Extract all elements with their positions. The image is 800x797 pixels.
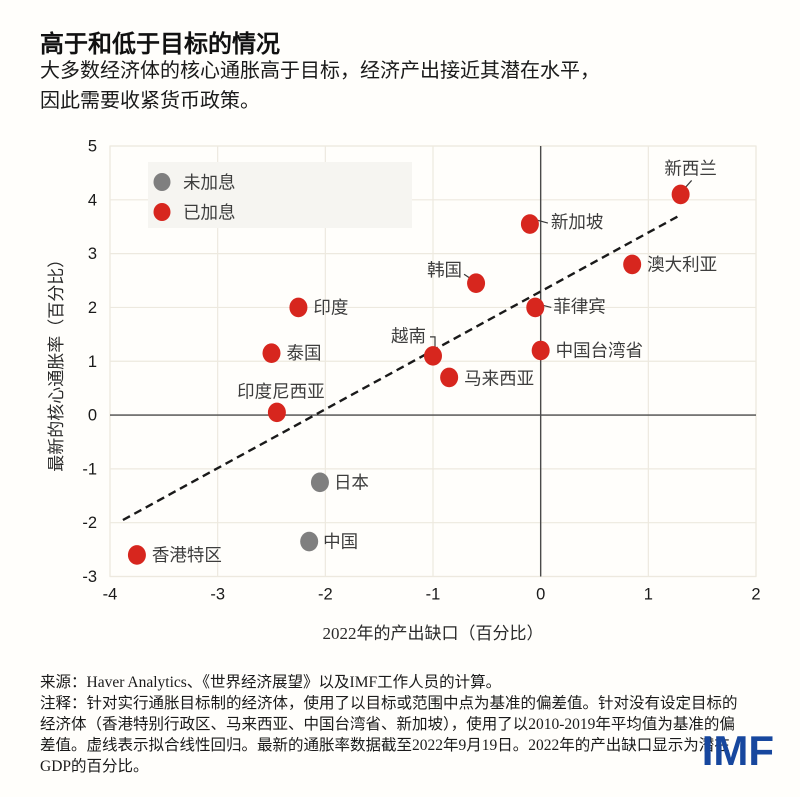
data-point-label: 印度	[313, 297, 348, 317]
data-point-label: 韩国	[427, 260, 462, 280]
data-point-label: 日本	[334, 472, 369, 492]
plot-border	[109, 145, 757, 578]
leader-line	[536, 219, 549, 224]
subtitle-line-1: 大多数经济体的核心通胀高于目标，经济产出接近其潜在水平，	[40, 60, 600, 82]
figure-subtitle: 大多数经济体的核心通胀高于目标，经济产出接近其潜在水平， 因此需要收紧货币政策。	[40, 56, 600, 116]
figure-title: 高于和低于目标的情况	[40, 31, 280, 58]
data-point-label: 泰国	[287, 343, 322, 363]
leader-line	[543, 304, 552, 309]
y-tick-label: 4	[88, 191, 97, 209]
y-tick-label: 1	[88, 353, 97, 371]
legend-box	[148, 162, 412, 228]
data-point-label: 澳大利亚	[647, 254, 717, 274]
y-tick-label: 2	[88, 299, 97, 317]
data-point	[520, 214, 539, 234]
x-tick-label: 1	[644, 586, 653, 604]
y-tick-label: -3	[82, 568, 97, 586]
data-point-label: 越南	[391, 326, 426, 346]
scatter-chart: 未加息已加息 新西兰新加坡澳大利亚 韩国菲律宾 印度中国台湾省 越南泰国马来西亚印度尼西…	[0, 136, 800, 666]
data-point-label: 菲律宾	[553, 296, 606, 316]
data-point	[289, 297, 308, 318]
x-tick-label: 0	[536, 586, 545, 604]
y-tick-label: -1	[82, 460, 97, 478]
x-tick-label: -3	[210, 586, 225, 604]
legend-label-hiked: 已加息	[183, 203, 236, 223]
legend-marker-hiked	[153, 203, 171, 221]
legend-marker-not_hiked	[153, 173, 171, 191]
data-point	[440, 367, 459, 388]
y-tick-label: 5	[88, 138, 97, 156]
note-text: 注释：针对实行通胀目标制的经济体，使用了以目标或范围中点为基准的偏差值。针对没有…	[40, 695, 738, 775]
subtitle-line-2: 因此需要收紧货币政策。	[40, 90, 260, 112]
y-tick-label: -2	[82, 514, 97, 532]
data-point	[300, 531, 319, 552]
imf-logo: IMF	[701, 727, 774, 774]
data-point-label: 中国台湾省	[556, 340, 644, 360]
data-point-label: 新加坡	[551, 212, 604, 232]
data-point-label: 新西兰	[664, 158, 717, 178]
data-point	[310, 472, 329, 493]
data-point	[526, 297, 545, 318]
data-point-label: 印度尼西亚	[237, 381, 325, 401]
y-axis-title: 最新的核心通胀率（百分比）	[47, 251, 66, 472]
data-point	[623, 254, 642, 275]
y-tick-label: 3	[88, 245, 97, 263]
data-point	[531, 340, 550, 361]
data-point-label: 马来西亚	[464, 368, 534, 388]
data-point-label: 香港特区	[152, 545, 222, 565]
leader-line	[430, 336, 436, 348]
data-point	[671, 184, 690, 205]
data-point	[262, 343, 281, 363]
data-point	[267, 402, 286, 423]
legend-label-not_hiked: 未加息	[183, 173, 236, 193]
x-tick-label: -2	[318, 586, 333, 604]
x-tick-label: 2	[751, 586, 760, 604]
x-axis-title: 2022年的产出缺口（百分比）	[323, 624, 544, 643]
x-tick-label: -4	[103, 586, 118, 604]
figure-footnotes: 来源：Haver Analytics、《世界经济展望》以及IMF工作人员的计算。…	[40, 672, 740, 777]
data-point	[424, 346, 442, 366]
x-tick-label: -1	[426, 586, 441, 604]
y-tick-label: 0	[88, 407, 97, 425]
trend-line	[122, 213, 682, 522]
source-text: 来源：Haver Analytics、《世界经济展望》以及IMF工作人员的计算。	[40, 674, 502, 691]
data-point	[127, 545, 146, 565]
data-point	[467, 273, 486, 294]
data-point-label: 中国	[323, 532, 358, 552]
